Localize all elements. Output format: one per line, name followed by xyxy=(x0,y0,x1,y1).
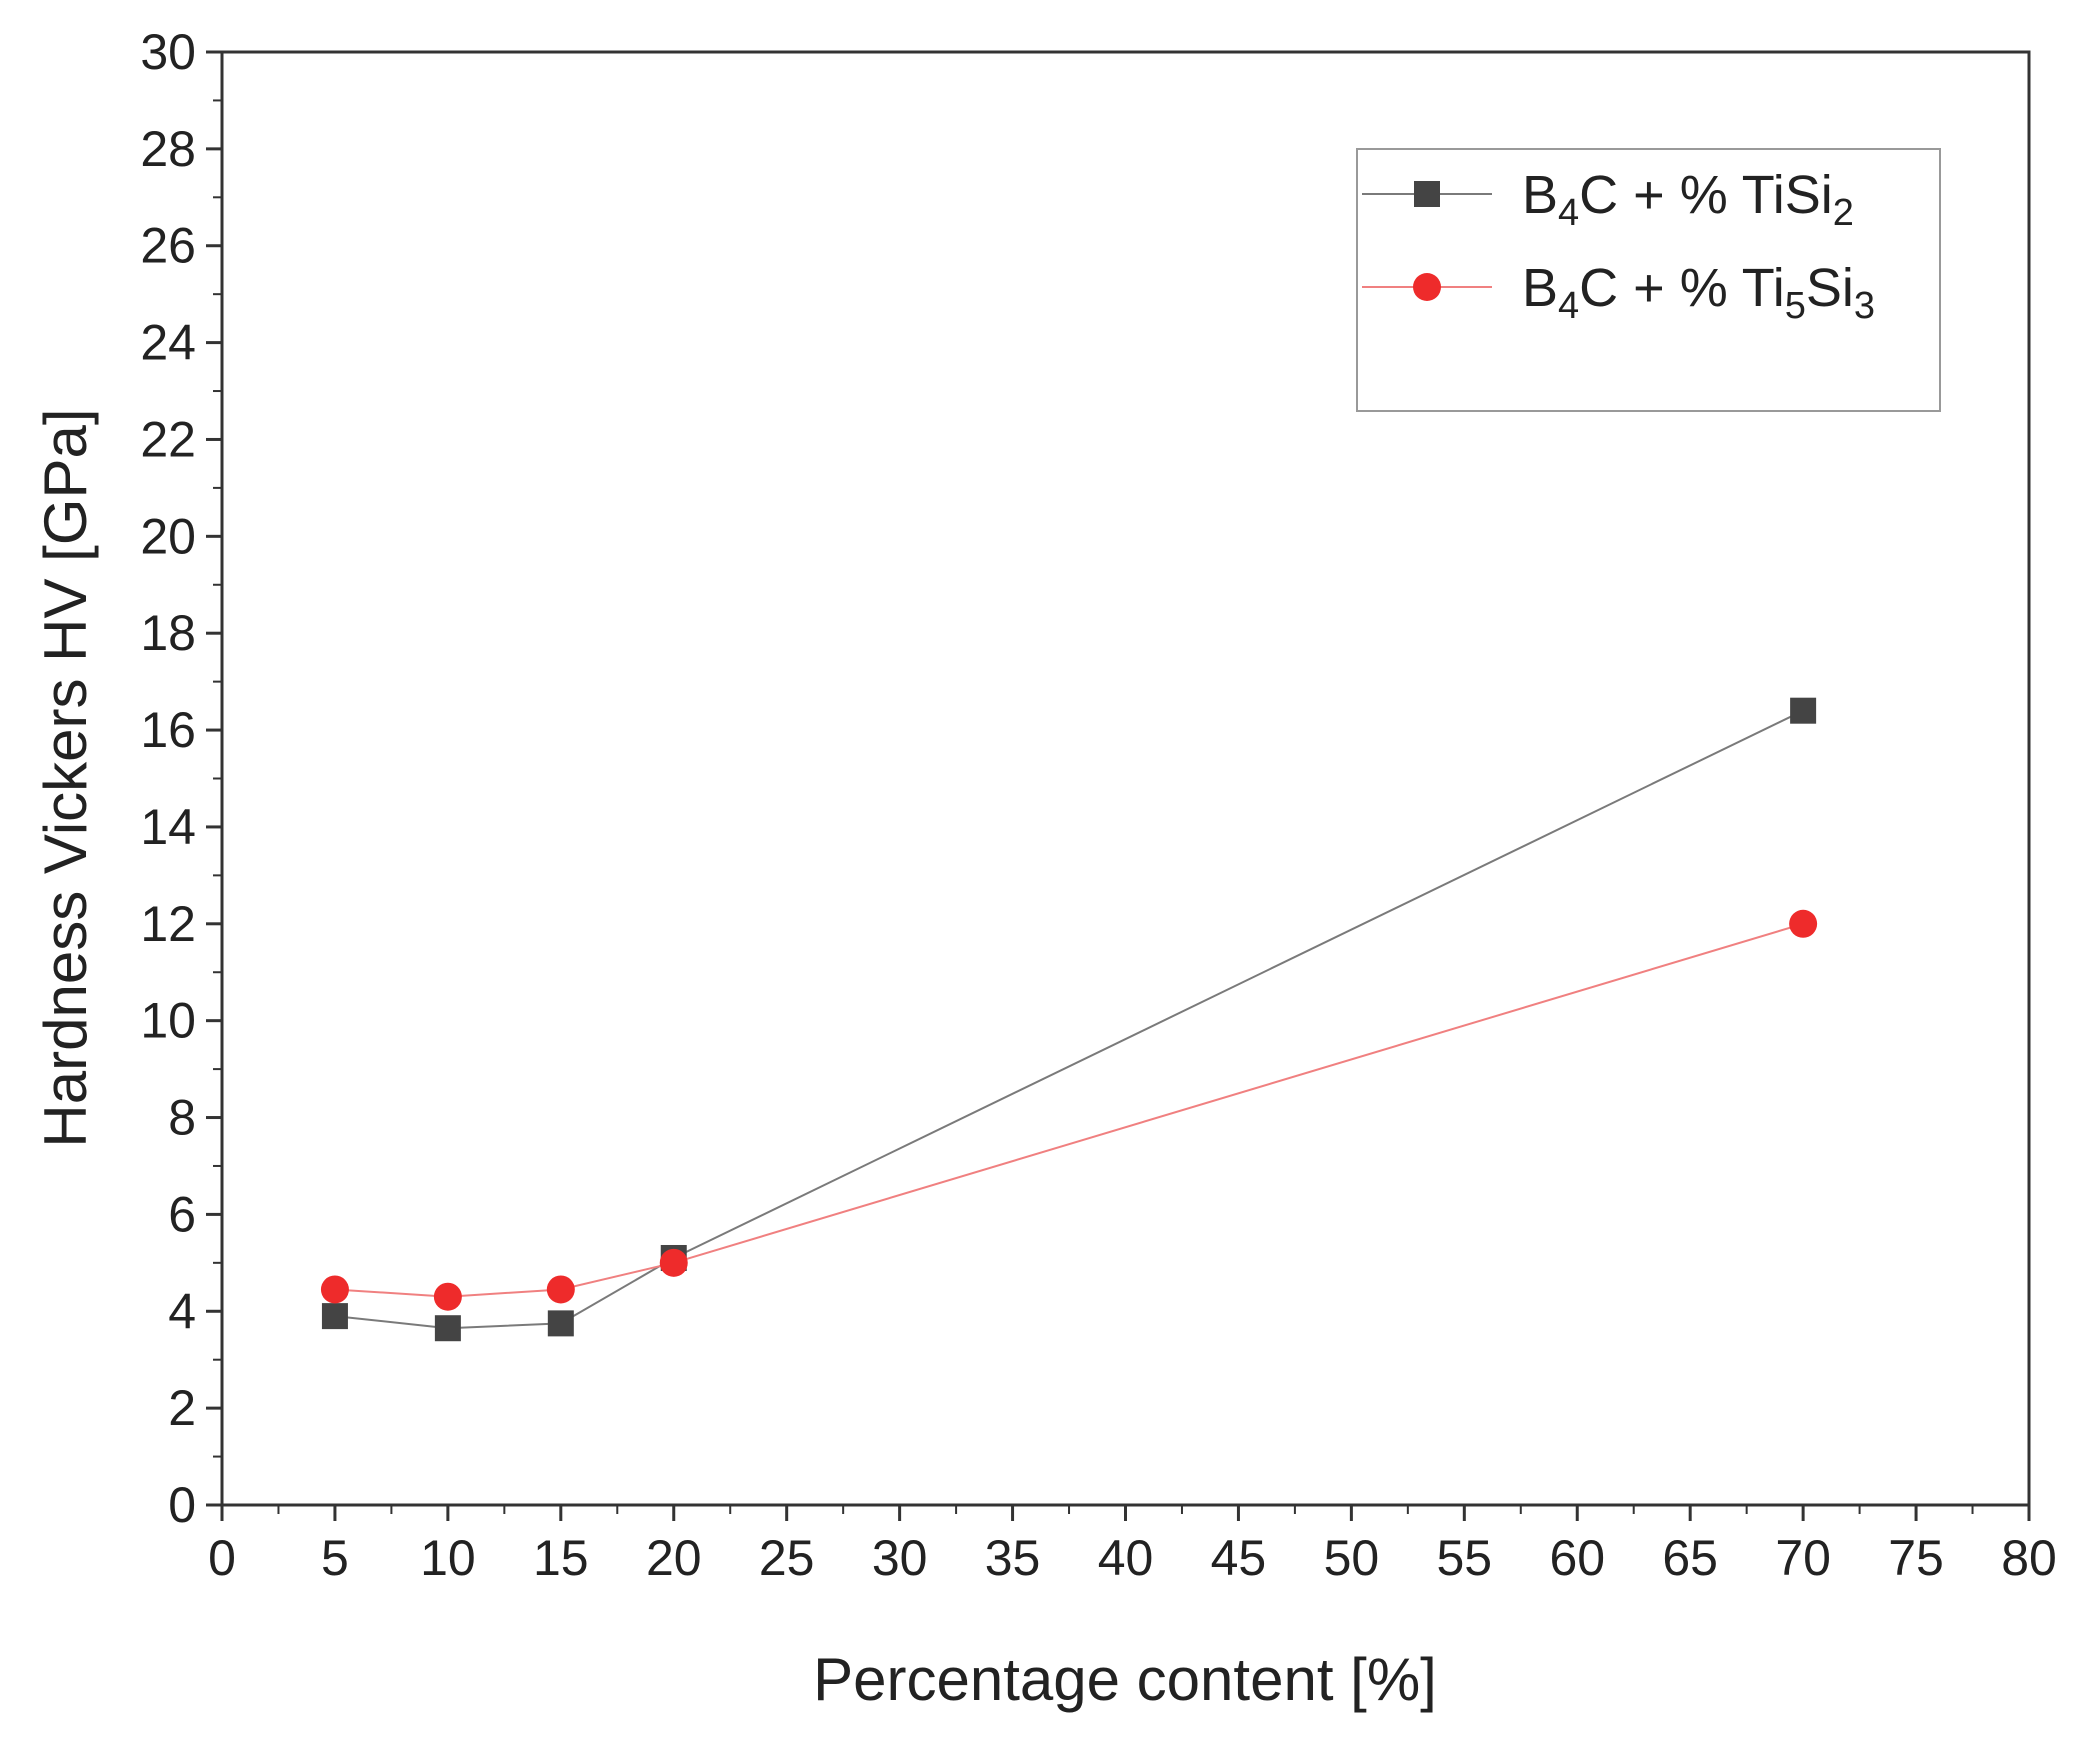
y-tick-label: 20 xyxy=(140,508,196,564)
legend-2-sub-a: 4 xyxy=(1558,285,1579,327)
legend-marker-circle xyxy=(1413,273,1441,301)
data-point-square xyxy=(321,1303,348,1330)
x-tick-label: 30 xyxy=(872,1530,928,1586)
x-tick-label: 75 xyxy=(1888,1530,1944,1586)
legend-label-1: B4C + % TiSi2 xyxy=(1522,165,1854,234)
legend-1-part-a: B xyxy=(1522,165,1558,225)
y-tick-label: 16 xyxy=(140,702,196,758)
x-tick-label: 50 xyxy=(1324,1530,1380,1586)
x-tick-label: 80 xyxy=(2001,1530,2057,1586)
legend-entry-2: B4C + % Ti5Si3 xyxy=(1362,258,1875,327)
x-tick-label: 0 xyxy=(208,1530,236,1586)
y-tick-label: 14 xyxy=(140,799,196,855)
legend-1-part-b: C + % TiSi xyxy=(1579,165,1833,225)
y-tick-label: 22 xyxy=(140,411,196,467)
data-point-circle xyxy=(320,1275,349,1304)
x-tick-label: 35 xyxy=(985,1530,1041,1586)
y-tick-label: 10 xyxy=(140,993,196,1049)
series-layer xyxy=(320,697,1818,1342)
x-tick-label: 65 xyxy=(1662,1530,1718,1586)
x-axis-title: Percentage content [%] xyxy=(813,1646,1437,1713)
y-tick-label: 8 xyxy=(168,1090,196,1146)
y-tick-label: 26 xyxy=(140,218,196,274)
x-axis-ticks: 0 5 10 15 20 25 30 35 40 45 50 55 60 65 70 75 80 xyxy=(208,1505,2057,1586)
legend-2-part-a: B xyxy=(1522,258,1558,318)
y-tick-label: 18 xyxy=(140,605,196,661)
legend-marker-square xyxy=(1414,181,1440,207)
y-tick-label: 28 xyxy=(140,121,196,177)
data-point-circle xyxy=(1789,909,1818,938)
data-point-circle xyxy=(659,1248,688,1277)
legend-label-2: B4C + % Ti5Si3 xyxy=(1522,258,1875,327)
x-tick-label: 60 xyxy=(1549,1530,1605,1586)
y-tick-label: 2 xyxy=(168,1380,196,1436)
data-point-circle xyxy=(433,1282,462,1311)
data-point-square xyxy=(1790,697,1817,724)
y-axis-title: Hardness Vickers HV [GPa] xyxy=(32,408,99,1147)
legend: B4C + % TiSi2 B4C + % Ti5Si3 xyxy=(1356,148,1941,412)
data-point-square xyxy=(547,1310,574,1337)
data-point-circle xyxy=(546,1275,575,1304)
x-tick-label: 15 xyxy=(533,1530,589,1586)
y-tick-label: 12 xyxy=(140,896,196,952)
x-tick-label: 10 xyxy=(420,1530,476,1586)
legend-2-sub-c: 3 xyxy=(1854,285,1875,327)
series-line-1 xyxy=(334,709,1804,1330)
x-tick-label: 70 xyxy=(1775,1530,1831,1586)
legend-entry-1: B4C + % TiSi2 xyxy=(1362,165,1854,234)
x-tick-label: 45 xyxy=(1211,1530,1267,1586)
x-tick-label: 55 xyxy=(1437,1530,1493,1586)
series-line-2 xyxy=(334,922,1804,1298)
x-tick-label: 40 xyxy=(1098,1530,1154,1586)
data-point-square xyxy=(434,1315,461,1342)
legend-2-part-c: Si xyxy=(1806,258,1854,318)
legend-1-sub-a: 4 xyxy=(1558,192,1579,234)
y-tick-label: 24 xyxy=(140,315,196,371)
y-tick-label: 30 xyxy=(140,24,196,80)
x-tick-label: 5 xyxy=(321,1530,349,1586)
x-tick-label: 20 xyxy=(646,1530,702,1586)
legend-1-sub-b: 2 xyxy=(1833,192,1854,234)
legend-box xyxy=(1356,148,1941,412)
x-tick-label: 25 xyxy=(759,1530,815,1586)
y-tick-label: 0 xyxy=(168,1477,196,1533)
legend-2-part-b: C + % Ti xyxy=(1579,258,1785,318)
y-tick-label: 6 xyxy=(168,1186,196,1242)
y-tick-label: 4 xyxy=(168,1283,196,1339)
legend-2-sub-b: 5 xyxy=(1785,285,1806,327)
